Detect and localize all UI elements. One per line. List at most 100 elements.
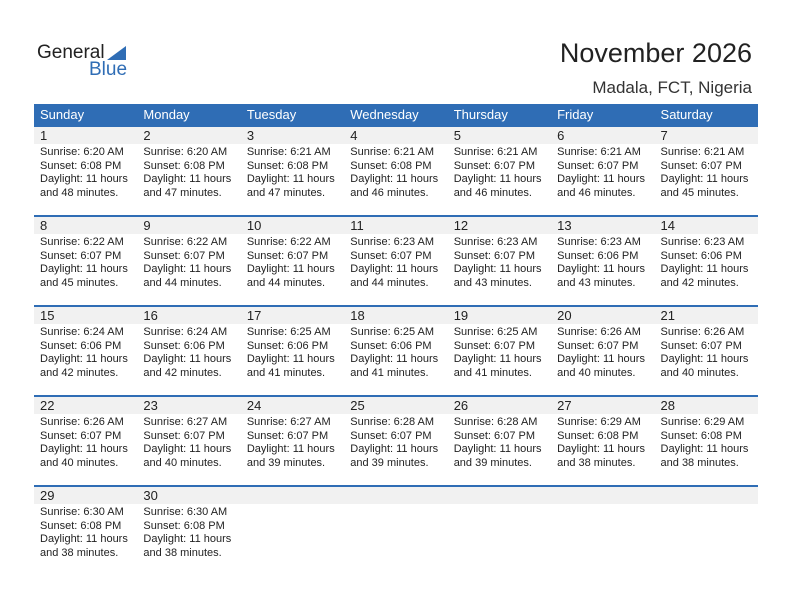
day-cell: 16 Sunrise: 6:24 AM Sunset: 6:06 PM Dayligh… (137, 307, 240, 380)
daylight-text: Daylight: 11 hours (246, 263, 335, 275)
sunrise-text: Sunrise: 6:20 AM (143, 146, 228, 158)
sunrise-text: Sunrise: 6:22 AM (40, 236, 124, 248)
daylight-minutes-text: and 46 minutes. (557, 186, 636, 199)
sunset-text: Sunset: 6:06 PM (143, 339, 225, 352)
day-number: 13 (557, 218, 572, 233)
logo-text-general: General (37, 42, 105, 63)
sunset-text: Sunset: 6:06 PM (660, 249, 742, 262)
daylight-text: Daylight: 11 hours (557, 443, 645, 455)
sunrise-text: Sunrise: 6:21 AM (246, 146, 331, 158)
sunrise-text: Sunrise: 6:25 AM (350, 326, 435, 338)
sunset-text: Sunset: 6:08 PM (660, 429, 742, 442)
sunset-text: Sunset: 6:07 PM (453, 429, 536, 442)
day-number: 20 (557, 308, 572, 323)
day-cell: 29 Sunrise: 6:30 AM Sunset: 6:08 PM Dayligh… (34, 487, 137, 560)
sunset-text: Sunset: 6:07 PM (143, 249, 225, 262)
day-number: 18 (350, 308, 365, 323)
week-row: 29 Sunrise: 6:30 AM Sunset: 6:08 PM Dayligh… (34, 485, 758, 575)
daylight-minutes-text: and 44 minutes. (246, 276, 326, 289)
day-number: 17 (246, 308, 262, 323)
day-number-band (34, 487, 758, 504)
daylight-minutes-text: and 38 minutes. (557, 456, 636, 469)
sunrise-text: Sunrise: 6:24 AM (40, 326, 124, 338)
sunrise-text: Sunrise: 6:23 AM (557, 236, 641, 248)
weekday-header: Sunday Monday Tuesday Wednesday Thursday Frid… (34, 104, 758, 125)
daylight-minutes-text: and 39 minutes. (350, 456, 429, 469)
day-number: 25 (350, 398, 365, 413)
daylight-text: Daylight: 11 hours (350, 443, 439, 455)
day-cell: 22 Sunrise: 6:26 AM Sunset: 6:07 PM Dayligh… (34, 397, 137, 470)
calendar: Sunday Monday Tuesday Wednesday Thursday Frid… (34, 104, 758, 575)
day-number: 22 (40, 398, 55, 413)
day-number: 11 (350, 218, 364, 233)
daylight-text: Daylight: 11 hours (350, 263, 439, 275)
daylight-text: Daylight: 11 hours (40, 443, 128, 455)
daylight-text: Daylight: 11 hours (453, 263, 542, 275)
daylight-minutes-text: and 39 minutes. (453, 456, 532, 469)
day-number: 4 (350, 128, 358, 143)
sunset-text: Sunset: 6:07 PM (350, 429, 432, 442)
sunrise-text: Sunrise: 6:21 AM (350, 146, 435, 158)
day-cell: 10 Sunrise: 6:22 AM Sunset: 6:07 PM Dayligh… (241, 217, 344, 290)
day-number: 6 (557, 128, 565, 143)
sunrise-text: Sunrise: 6:27 AM (143, 416, 228, 428)
daylight-minutes-text: and 39 minutes. (246, 456, 326, 469)
daylight-minutes-text: and 38 minutes. (40, 546, 119, 559)
sunrise-text: Sunrise: 6:21 AM (557, 146, 641, 158)
day-number: 26 (453, 398, 469, 413)
day-cell: 11 Sunrise: 6:23 AM Sunset: 6:07 PM Dayligh… (344, 217, 447, 290)
day-cell: 1 Sunrise: 6:20 AM Sunset: 6:08 PM Daylight… (34, 127, 137, 200)
day-cell: 17 Sunrise: 6:25 AM Sunset: 6:06 PM Dayligh… (241, 307, 344, 380)
page-title: November 2026 (559, 38, 752, 68)
daylight-minutes-text: and 45 minutes. (660, 186, 739, 199)
daylight-minutes-text: and 42 minutes. (143, 366, 222, 379)
daylight-text: Daylight: 11 hours (660, 263, 749, 275)
day-cell: 14 Sunrise: 6:23 AM Sunset: 6:06 PM Dayligh… (655, 217, 758, 290)
daylight-text: Daylight: 11 hours (143, 353, 232, 365)
day-cell: 2 Sunrise: 6:20 AM Sunset: 6:08 PM Daylight… (137, 127, 240, 200)
daylight-minutes-text: and 48 minutes. (40, 186, 119, 199)
weekday-tuesday: Tuesday (246, 107, 297, 122)
daylight-minutes-text: and 44 minutes. (350, 276, 429, 289)
daylight-text: Daylight: 11 hours (453, 353, 542, 365)
sunset-text: Sunset: 6:08 PM (246, 159, 329, 172)
weekday-sunday: Sunday (40, 107, 85, 122)
day-number: 9 (143, 218, 151, 233)
day-number: 29 (40, 488, 55, 503)
daylight-text: Daylight: 11 hours (246, 173, 335, 185)
day-number: 15 (40, 308, 55, 323)
daylight-text: Daylight: 11 hours (143, 263, 232, 275)
sunrise-text: Sunrise: 6:30 AM (40, 506, 124, 518)
logo-triangle-icon (107, 46, 126, 60)
day-number: 2 (143, 128, 151, 143)
week-row: 8 Sunrise: 6:22 AM Sunset: 6:07 PM Daylight… (34, 215, 758, 305)
day-cell: 4 Sunrise: 6:21 AM Sunset: 6:08 PM Daylight… (344, 127, 447, 200)
sunrise-text: Sunrise: 6:26 AM (557, 326, 641, 338)
daylight-text: Daylight: 11 hours (557, 173, 645, 185)
daylight-minutes-text: and 46 minutes. (453, 186, 532, 199)
daylight-text: Daylight: 11 hours (143, 533, 232, 545)
daylight-text: Daylight: 11 hours (40, 353, 128, 365)
sunset-text: Sunset: 6:06 PM (557, 249, 639, 262)
sunrise-text: Sunrise: 6:29 AM (557, 416, 641, 428)
sunset-text: Sunset: 6:07 PM (453, 159, 536, 172)
day-cell: 28 Sunrise: 6:29 AM Sunset: 6:08 PM Dayligh… (655, 397, 758, 470)
day-cell: 6 Sunrise: 6:21 AM Sunset: 6:07 PM Daylight… (551, 127, 654, 200)
daylight-text: Daylight: 11 hours (660, 443, 749, 455)
sunset-text: Sunset: 6:07 PM (246, 249, 329, 262)
day-cell: 7 Sunrise: 6:21 AM Sunset: 6:07 PM Daylight… (655, 127, 758, 200)
sunset-text: Sunset: 6:06 PM (246, 339, 329, 352)
daylight-minutes-text: and 40 minutes. (143, 456, 222, 469)
sunrise-text: Sunrise: 6:21 AM (453, 146, 538, 158)
sunset-text: Sunset: 6:07 PM (453, 249, 536, 262)
sunrise-text: Sunrise: 6:22 AM (246, 236, 331, 248)
daylight-minutes-text: and 43 minutes. (453, 276, 532, 289)
weekday-friday: Friday (557, 107, 594, 122)
daylight-text: Daylight: 11 hours (246, 353, 335, 365)
daylight-minutes-text: and 46 minutes. (350, 186, 429, 199)
sunrise-text: Sunrise: 6:22 AM (143, 236, 228, 248)
day-number-band (34, 307, 758, 324)
daylight-minutes-text: and 41 minutes. (350, 366, 429, 379)
sunset-text: Sunset: 6:07 PM (453, 339, 536, 352)
sunset-text: Sunset: 6:08 PM (557, 429, 639, 442)
